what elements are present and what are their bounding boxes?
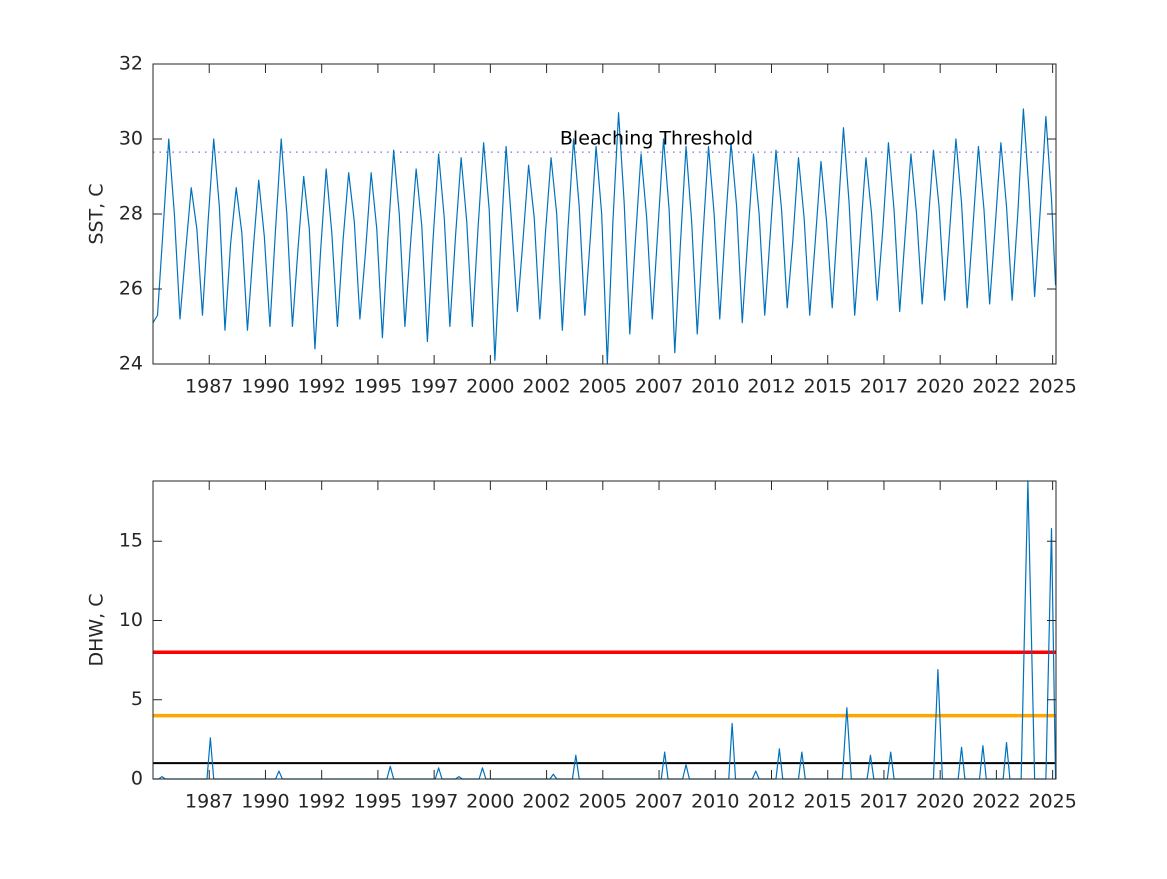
x-tick-label: 2005 — [579, 791, 627, 813]
y-tick-label: 5 — [131, 688, 143, 710]
x-tick-label: 2002 — [522, 791, 570, 813]
y-tick-label: 10 — [119, 609, 143, 631]
y-tick-label: 0 — [131, 768, 143, 790]
x-tick-label: 1997 — [410, 376, 458, 398]
y-tick-label: 26 — [119, 278, 143, 300]
axes-background — [153, 64, 1056, 364]
x-tick-label: 2012 — [747, 376, 795, 398]
x-tick-label: 1990 — [241, 376, 289, 398]
x-tick-label: 2022 — [972, 791, 1020, 813]
x-tick-label: 2025 — [1028, 376, 1076, 398]
y-tick-label: 24 — [119, 353, 143, 375]
x-tick-label: 2012 — [747, 791, 795, 813]
data-line — [152, 108, 1057, 365]
x-tick-label: 1990 — [241, 791, 289, 813]
y-tick-label: 28 — [119, 203, 143, 225]
y-axis-label: DHW, C — [86, 593, 108, 666]
x-tick-label: 1987 — [185, 791, 233, 813]
x-tick-label: 1995 — [354, 791, 402, 813]
x-tick-label: 2010 — [691, 791, 739, 813]
x-tick-label: 2010 — [691, 376, 739, 398]
x-tick-label: 2005 — [579, 376, 627, 398]
x-tick-label: 1987 — [185, 376, 233, 398]
axes-background — [153, 481, 1056, 779]
y-tick-label: 15 — [119, 530, 143, 552]
x-tick-label: 1992 — [298, 791, 346, 813]
x-tick-label: 2022 — [972, 376, 1020, 398]
x-tick-label: 2020 — [916, 376, 964, 398]
x-tick-label: 1992 — [298, 376, 346, 398]
axes-box — [152, 480, 1057, 780]
y-axis-label: SST, C — [86, 183, 108, 244]
x-tick-label: 1997 — [410, 791, 458, 813]
x-tick-label: 2017 — [860, 791, 908, 813]
x-tick-label: 2000 — [466, 791, 514, 813]
x-tick-label: 2025 — [1028, 791, 1076, 813]
x-tick-label: 2015 — [804, 791, 852, 813]
x-tick-label: 2015 — [804, 376, 852, 398]
annotation: Bleaching Threshold — [560, 128, 753, 150]
y-tick-label: 30 — [119, 128, 143, 150]
x-tick-label: 2007 — [635, 376, 683, 398]
x-tick-label: 2000 — [466, 376, 514, 398]
x-tick-label: 2002 — [522, 376, 570, 398]
y-tick-label: 32 — [119, 53, 143, 75]
x-tick-label: 2007 — [635, 791, 683, 813]
x-tick-label: 2020 — [916, 791, 964, 813]
x-tick-label: 2017 — [860, 376, 908, 398]
x-tick-label: 1995 — [354, 376, 402, 398]
